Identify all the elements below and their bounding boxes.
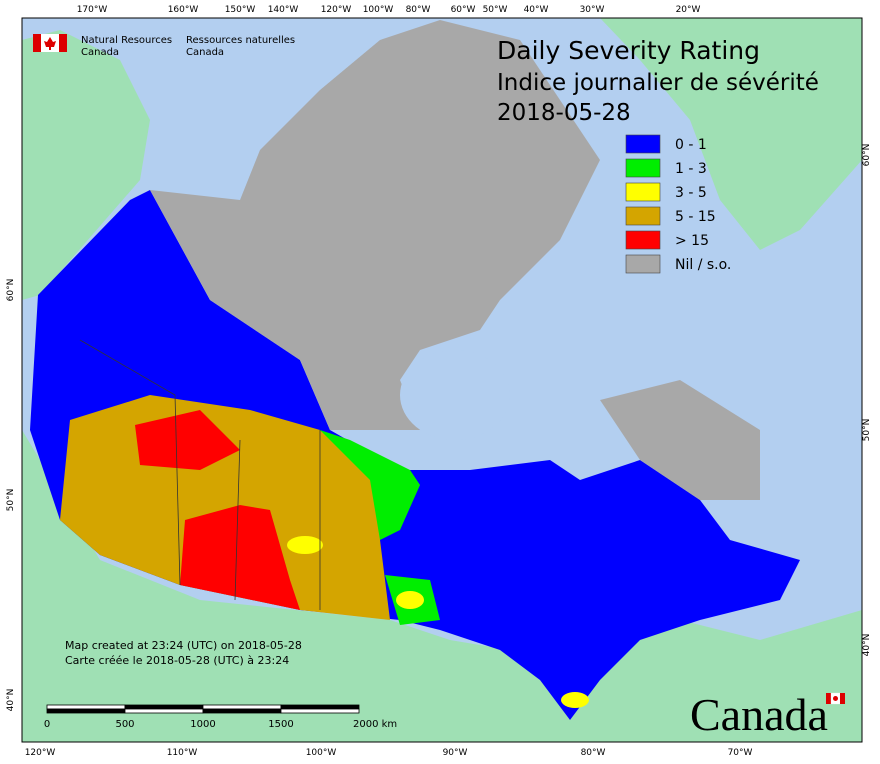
graticule-label: 50°N [862, 419, 872, 442]
zone-3-5 [287, 536, 323, 554]
border [79, 339, 181, 586]
legend-label: 3 - 5 [675, 185, 707, 201]
scale-segment [202, 704, 282, 710]
legend-swatch [625, 230, 661, 250]
legend: 0 - 1 1 - 3 3 - 5 5 - 15 > 15 Nil / s.o. [625, 134, 731, 274]
flag-bar [840, 693, 845, 704]
scale-label: 1500 [268, 719, 293, 730]
credit: Map created at 23:24 (UTC) on 2018-05-28 [65, 639, 302, 652]
legend-label: 1 - 3 [675, 161, 707, 177]
graticule-label: 60°N [6, 279, 16, 302]
graticule-label: 50°N [6, 489, 16, 512]
title-fr: Indice journalier de sévérité [497, 70, 819, 96]
graticule-labels: 170°W 160°W 150°W 140°W 120°W 100°W 80°W 60°W 50… [6, 5, 872, 758]
scale-label: 0 [44, 719, 50, 730]
graticule-label: 120°W [25, 748, 56, 758]
graticule-label: 160°W [168, 5, 199, 15]
alaska [22, 30, 150, 300]
graticule-label: 150°W [225, 5, 256, 15]
zone-15 [180, 505, 300, 610]
zone-3-5 [396, 591, 424, 609]
graticule-label: 40°N [6, 689, 16, 712]
graticule-label: 120°W [321, 5, 352, 15]
maple-leaf [833, 696, 838, 701]
graticule-label: 140°W [268, 5, 299, 15]
zone-15 [135, 410, 240, 470]
scale-segment [280, 708, 360, 714]
zone-3-5 [561, 692, 589, 708]
usa [22, 430, 862, 742]
arctic-nil [150, 20, 600, 430]
canada-wordmark-flag [826, 692, 845, 705]
scale-label: 1000 [190, 719, 215, 730]
scale-label: 500 [115, 719, 134, 730]
legend-swatch [625, 182, 661, 202]
credit: Carte créée le 2018-05-28 (UTC) à 23:24 [65, 654, 289, 667]
nrcan-logo [33, 34, 67, 52]
graticule-label: 100°W [306, 748, 337, 758]
graticule-label: 80°W [406, 5, 431, 15]
graticule-label: 30°W [580, 5, 605, 15]
scale-segment [46, 704, 126, 710]
graticule-label: 20°W [676, 5, 701, 15]
hudson-bay [400, 350, 510, 440]
graticule-label: 100°W [363, 5, 394, 15]
title-date: 2018-05-28 [497, 100, 631, 126]
flag-bar [33, 34, 41, 52]
agency-en: Natural Resources [81, 35, 172, 46]
scale-segment [202, 708, 282, 714]
graticule-label: 170°W [77, 5, 108, 15]
zone-1-3 [320, 430, 420, 540]
legend-label: Nil / s.o. [675, 257, 731, 273]
graticule-label: 90°W [443, 748, 468, 758]
scale-label: 2000 km [353, 719, 397, 730]
flag-bar [826, 693, 831, 704]
border [234, 439, 241, 601]
legend-label: 5 - 15 [675, 209, 716, 225]
map-frame [21, 17, 863, 743]
map-body [21, 17, 863, 743]
maple-leaf [44, 37, 56, 50]
scale-segment [124, 708, 204, 714]
graticule-label: 60°N [862, 144, 872, 167]
scale-segment [280, 704, 360, 710]
scale-bar: 0 500 1000 1500 2000 km [44, 704, 397, 730]
legend-swatch [625, 254, 661, 274]
graticule-label: 80°W [581, 748, 606, 758]
legend-label: 0 - 1 [675, 137, 707, 153]
legend-swatch [625, 158, 661, 178]
legend-swatch [625, 134, 661, 154]
graticule-label: 70°W [728, 748, 753, 758]
flag-bar [59, 34, 67, 52]
graticule-label: 110°W [167, 748, 198, 758]
scale-segment [124, 704, 204, 710]
greenland [600, 18, 862, 250]
graticule-label: 40°W [524, 5, 549, 15]
scale-segment [46, 708, 126, 714]
agency-en: Canada [81, 47, 119, 58]
wordmark: Canada [690, 689, 828, 740]
legend-swatch [625, 206, 661, 226]
title-en: Daily Severity Rating [497, 36, 760, 65]
legend-label: > 15 [675, 233, 709, 249]
graticule-label: 50°W [483, 5, 508, 15]
agency-fr: Ressources naturelles [186, 35, 295, 46]
labrador-nil [600, 380, 760, 500]
agency-fr: Canada [186, 47, 224, 58]
graticule-label: 40°N [862, 634, 872, 657]
graticule-label: 60°W [451, 5, 476, 15]
